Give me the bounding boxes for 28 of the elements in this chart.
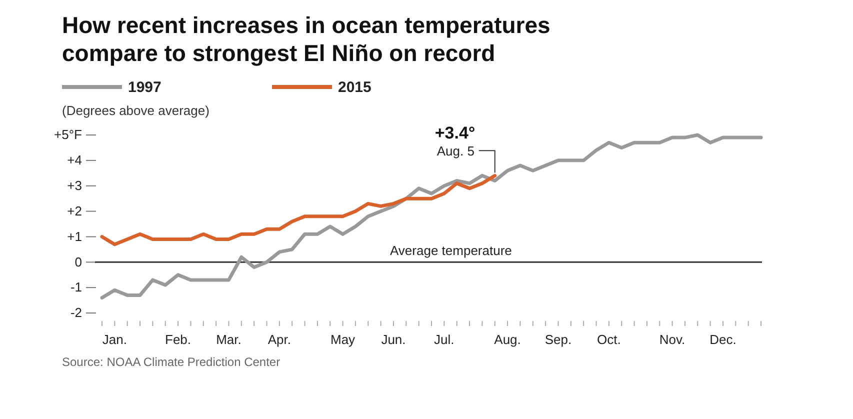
y-tick-label: -2 bbox=[70, 305, 82, 320]
x-tick-label: May bbox=[330, 332, 356, 347]
source-note: Source: NOAA Climate Prediction Center bbox=[62, 355, 280, 369]
y-tick-label: -1 bbox=[70, 280, 82, 295]
x-tick-label: Feb. bbox=[165, 332, 192, 347]
legend-label: 2015 bbox=[338, 79, 372, 96]
x-tick-label: Jan. bbox=[102, 332, 127, 347]
y-tick-label: +4 bbox=[67, 152, 82, 168]
y-tick-label: +2 bbox=[67, 203, 82, 218]
chart-title: How recent increases in ocean temperatures compare to strongest El Niño on record bbox=[62, 12, 550, 66]
y-axis-title: (Degrees above average) bbox=[62, 103, 210, 118]
x-tick-label: Apr. bbox=[268, 332, 291, 347]
y-tick-label: +1 bbox=[67, 228, 82, 244]
x-tick-label: Jun. bbox=[381, 332, 406, 347]
annotation: +3.4° bbox=[434, 124, 476, 143]
y-tick-label: +5°F bbox=[54, 127, 82, 142]
x-tick-label: Dec. bbox=[710, 332, 736, 347]
ref-line-label: Average temperature bbox=[390, 243, 512, 258]
x-tick-label: Oct. bbox=[597, 332, 621, 347]
y-tick-label: 0 bbox=[74, 254, 82, 270]
x-tick-label: Jul. bbox=[434, 332, 454, 347]
legend-label: 1997 bbox=[128, 79, 162, 96]
x-tick-label: Aug. bbox=[494, 332, 521, 347]
x-tick-label: Mar. bbox=[216, 332, 242, 347]
y-tick-label: +3 bbox=[67, 178, 82, 194]
x-tick-label: Nov. bbox=[659, 332, 686, 347]
x-tick-label: Sep. bbox=[544, 332, 572, 347]
annotation: Aug. 5 bbox=[436, 144, 474, 159]
